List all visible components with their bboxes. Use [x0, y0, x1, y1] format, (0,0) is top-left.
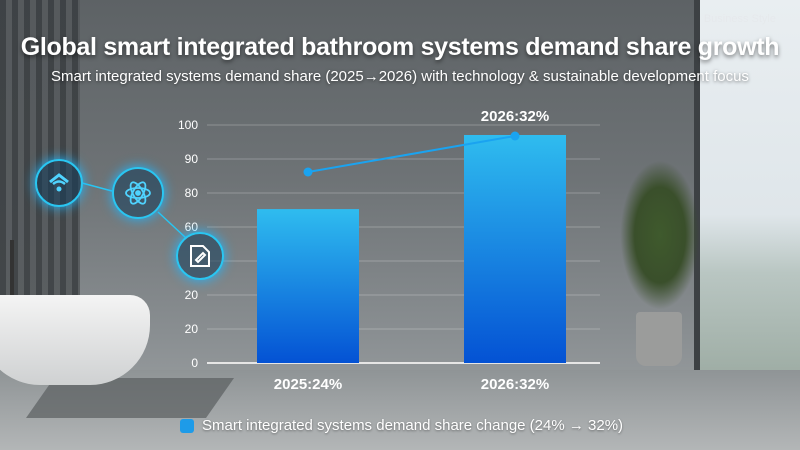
y-tick-label: 20: [185, 322, 199, 336]
category-label: 2026:32%: [481, 376, 549, 393]
style-tag: Business Style: [703, 13, 776, 25]
y-tick-label: 20: [185, 288, 199, 302]
chart-subtitle: Smart integrated systems demand share (2…: [51, 68, 749, 85]
document-edit-icon: [176, 232, 224, 280]
faucet: [10, 240, 14, 300]
y-tick-label: 0: [191, 356, 198, 370]
y-tick-label: 100: [178, 118, 198, 132]
y-tick-label: 80: [185, 186, 199, 200]
legend-label: Smart integrated systems demand share ch…: [202, 417, 624, 434]
category-label: 2025:24%: [274, 376, 342, 393]
bar-2025: [257, 209, 359, 363]
trend-point-2025: [303, 167, 313, 177]
chart-title: Global smart integrated bathroom systems…: [20, 33, 780, 61]
trend-line: [307, 135, 516, 173]
y-tick-label: 90: [185, 152, 199, 166]
trend-point-2026: [510, 131, 520, 141]
plant-pot: [636, 312, 682, 366]
legend: Smart integrated systems demand share ch…: [180, 417, 623, 434]
legend-swatch: [180, 418, 194, 433]
data-label-top: 2026:32%: [481, 108, 549, 125]
smart-home-wifi-icon: [35, 159, 83, 207]
connector-line: [81, 182, 113, 192]
connector-line: [157, 211, 187, 239]
bar-2026: [464, 135, 566, 363]
bathtub: [0, 295, 150, 385]
atom-technology-icon: [112, 167, 164, 219]
plant: [620, 160, 700, 310]
y-tick-label: 60: [185, 220, 199, 234]
